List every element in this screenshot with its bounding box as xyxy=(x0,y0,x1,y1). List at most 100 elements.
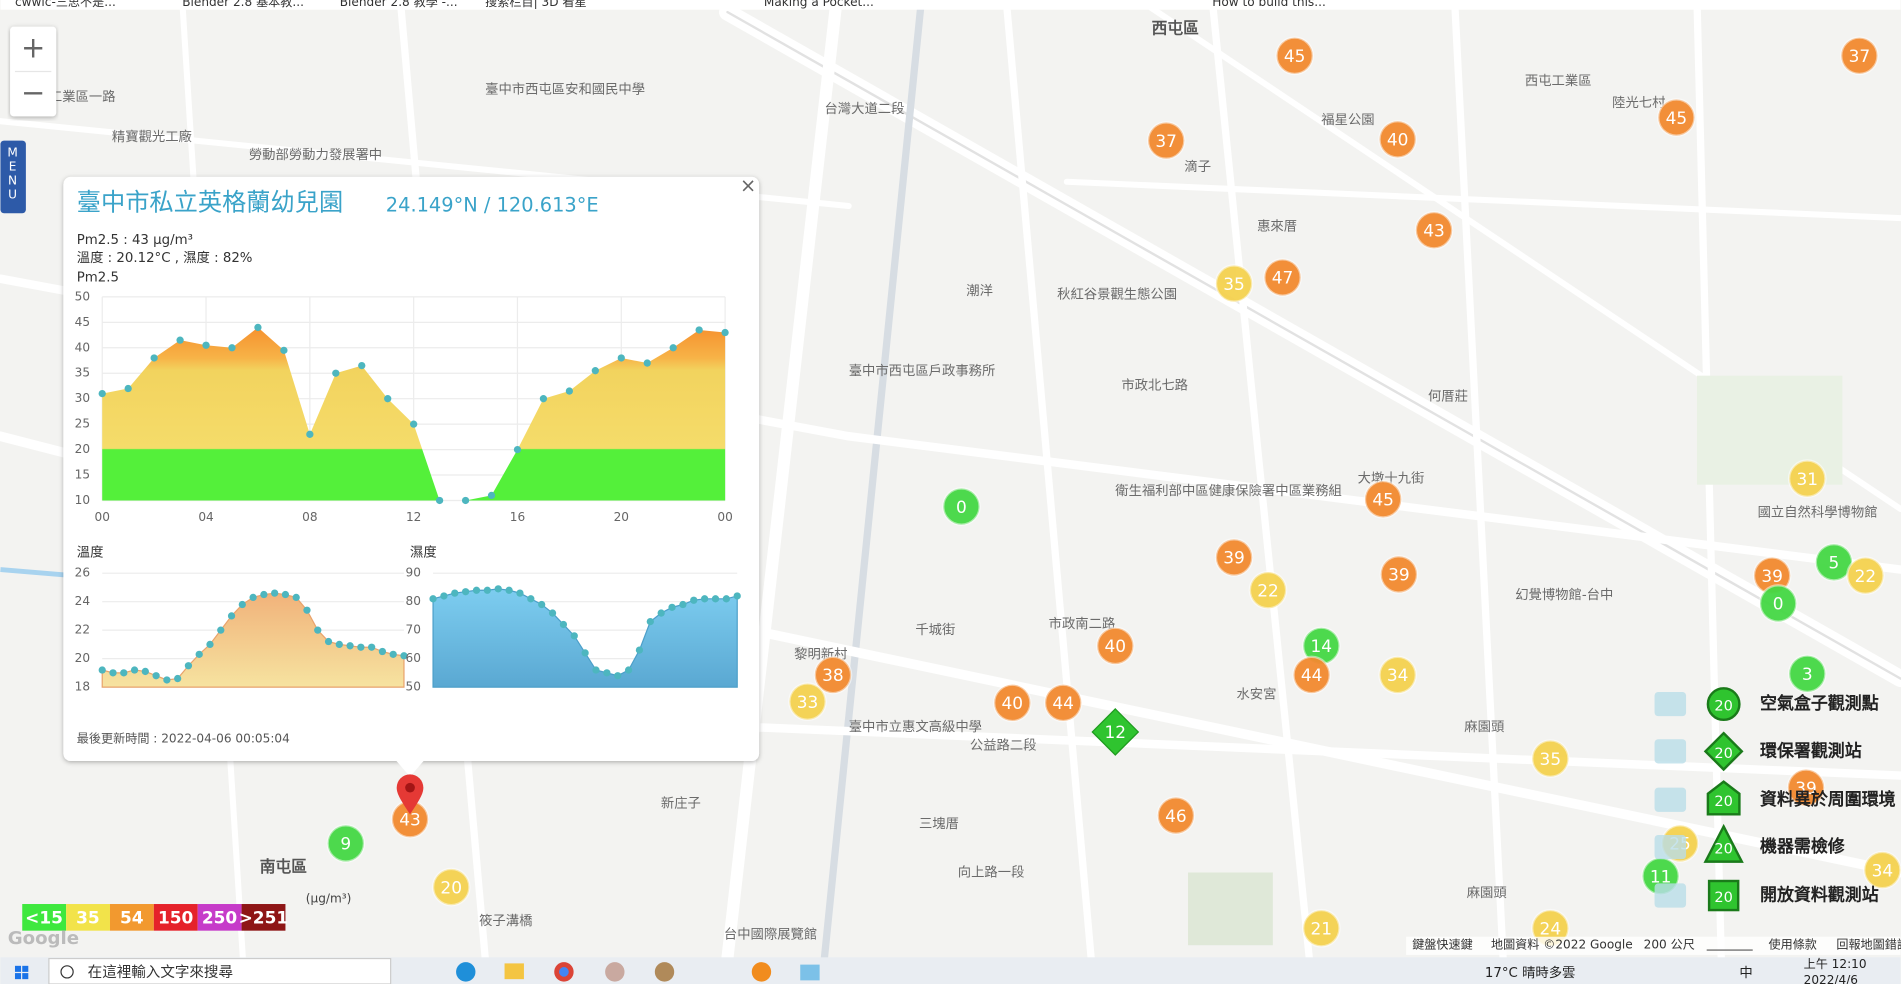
y-tick-label: 60 xyxy=(406,651,421,665)
marker-shape xyxy=(1363,479,1403,519)
bookmark: How to build this... xyxy=(1212,0,1326,9)
station-marker[interactable]: 14 xyxy=(1301,626,1341,666)
legend-label: 35 xyxy=(76,908,100,928)
marker-shape xyxy=(1091,708,1140,756)
y-tick-label: 18 xyxy=(75,680,90,694)
station-marker[interactable]: 0 xyxy=(1758,584,1798,623)
data-point xyxy=(324,637,333,646)
station-marker[interactable]: 39 xyxy=(1786,768,1826,808)
marker-value: 35 xyxy=(1223,274,1245,294)
ime: 中 xyxy=(1739,965,1752,981)
station-marker[interactable]: 35 xyxy=(1214,264,1254,303)
station-marker[interactable]: 43 xyxy=(1414,210,1454,250)
marker-shape xyxy=(1301,908,1341,948)
marker-shape xyxy=(1248,570,1288,610)
y-tick-label: 24 xyxy=(75,594,91,608)
station-marker[interactable]: 45 xyxy=(1275,36,1315,76)
map-label: 市政北七路 xyxy=(1121,376,1188,393)
zoom-in[interactable]: + xyxy=(21,31,45,65)
marker-shape xyxy=(788,682,827,722)
marker-shape xyxy=(1378,655,1418,695)
station-marker[interactable]: 9 xyxy=(326,824,366,863)
station-marker[interactable]: 40 xyxy=(992,683,1032,723)
attribution-link[interactable]: 使用條款 xyxy=(1768,937,1816,952)
station-marker[interactable]: 46 xyxy=(1156,796,1196,835)
station-marker[interactable]: 34 xyxy=(1863,850,1901,890)
marker-shape xyxy=(1839,36,1879,76)
map-label: 何厝莊 xyxy=(1428,388,1468,404)
station-marker[interactable]: 5 xyxy=(1814,542,1854,582)
station-marker[interactable]: 35 xyxy=(1530,739,1570,778)
station-marker[interactable]: 37 xyxy=(1146,121,1186,160)
data-point xyxy=(152,672,160,680)
station-marker[interactable]: 38 xyxy=(813,655,853,695)
data-point xyxy=(461,496,470,505)
y-tick-label: 90 xyxy=(406,566,421,580)
search-box[interactable] xyxy=(48,957,392,984)
station-marker[interactable]: 22 xyxy=(1248,570,1288,610)
x-tick-label: 00 xyxy=(95,510,110,524)
menu-text[interactable]: MENU xyxy=(6,145,20,201)
station-marker[interactable]: 37 xyxy=(1839,36,1879,76)
map-label: 秋紅谷景觀生態公園 xyxy=(1057,286,1177,302)
attribution-link[interactable]: 地圖資料 ©2022 Google xyxy=(1491,938,1633,952)
legend-label: 資料異於周圍環境 xyxy=(1760,789,1896,809)
station-marker[interactable]: 31 xyxy=(1787,459,1827,499)
station-marker[interactable]: 45 xyxy=(1363,479,1403,519)
map-label: 台中國際展覽館 xyxy=(724,926,817,942)
data-point xyxy=(559,620,568,629)
data-point xyxy=(624,666,633,674)
station-marker[interactable]: 21 xyxy=(1301,908,1341,948)
station-marker[interactable]: 47 xyxy=(1263,258,1302,297)
close-button[interactable]: × xyxy=(740,174,756,197)
station-marker[interactable]: 40 xyxy=(1378,119,1418,159)
data-point xyxy=(483,586,492,594)
data-point xyxy=(472,586,481,594)
y-tick-label: 20 xyxy=(75,651,90,665)
attribution-link[interactable]: 200 公尺 xyxy=(1644,938,1695,952)
station-marker[interactable]: 40 xyxy=(1095,626,1135,666)
attribution-link[interactable]: 鍵盤快速鍵 xyxy=(1412,937,1473,952)
menu-button[interactable] xyxy=(0,140,26,214)
y-tick-label: 30 xyxy=(75,391,90,405)
station-marker[interactable]: 3 xyxy=(1787,654,1827,694)
map-label: 麻園頭 xyxy=(1467,885,1508,901)
station-marker[interactable]: 33 xyxy=(788,682,827,722)
data-point xyxy=(669,344,677,352)
station-marker[interactable]: 45 xyxy=(1656,98,1696,137)
weather: 17°C 晴時多雲 xyxy=(1485,964,1575,981)
attribution-link[interactable]: 回報地圖錯誤 xyxy=(1836,937,1901,952)
marker-value: 34 xyxy=(1387,665,1409,685)
legend-icon xyxy=(1703,731,1744,772)
station-marker[interactable]: 20 xyxy=(431,867,471,907)
data-point xyxy=(314,626,322,634)
marker-shape xyxy=(1275,36,1315,76)
map-label: 台灣大道二段 xyxy=(824,101,904,117)
map-label: 衛生福利部中區健康保險署中區業務組 xyxy=(1115,482,1342,499)
search-placeholder: 在這裡輸入文字來搜尋 xyxy=(88,964,233,981)
data-point xyxy=(346,642,354,650)
map-label: 麻園頭 xyxy=(1464,719,1505,735)
station-marker[interactable]: 39 xyxy=(1214,538,1254,577)
zoom-out[interactable]: − xyxy=(21,76,45,110)
station-marker[interactable]: 44 xyxy=(1292,655,1332,695)
data-point xyxy=(306,430,314,438)
data-point xyxy=(202,341,210,349)
map-label: 三塊厝 xyxy=(919,816,959,832)
popup-pointer xyxy=(395,759,425,777)
station-marker[interactable]: 12 xyxy=(1091,708,1140,756)
station-marker[interactable]: 39 xyxy=(1379,555,1419,594)
data-point xyxy=(389,650,397,658)
station-marker[interactable]: 43 xyxy=(390,799,430,839)
station-marker[interactable]: 0 xyxy=(942,487,981,526)
y-tick-label: 25 xyxy=(75,417,90,431)
map-label: 向上路一段 xyxy=(958,865,1025,881)
legend-label: 空氣盒子觀測點 xyxy=(1760,693,1879,713)
station-marker[interactable]: 34 xyxy=(1378,655,1418,695)
marker-value: 31 xyxy=(1796,469,1818,489)
station-marker[interactable]: 39 xyxy=(1752,556,1792,596)
station-marker[interactable]: 44 xyxy=(1043,683,1083,723)
station-marker[interactable]: 22 xyxy=(1846,556,1885,596)
data-point xyxy=(249,593,257,602)
marker-value: 33 xyxy=(797,692,819,712)
